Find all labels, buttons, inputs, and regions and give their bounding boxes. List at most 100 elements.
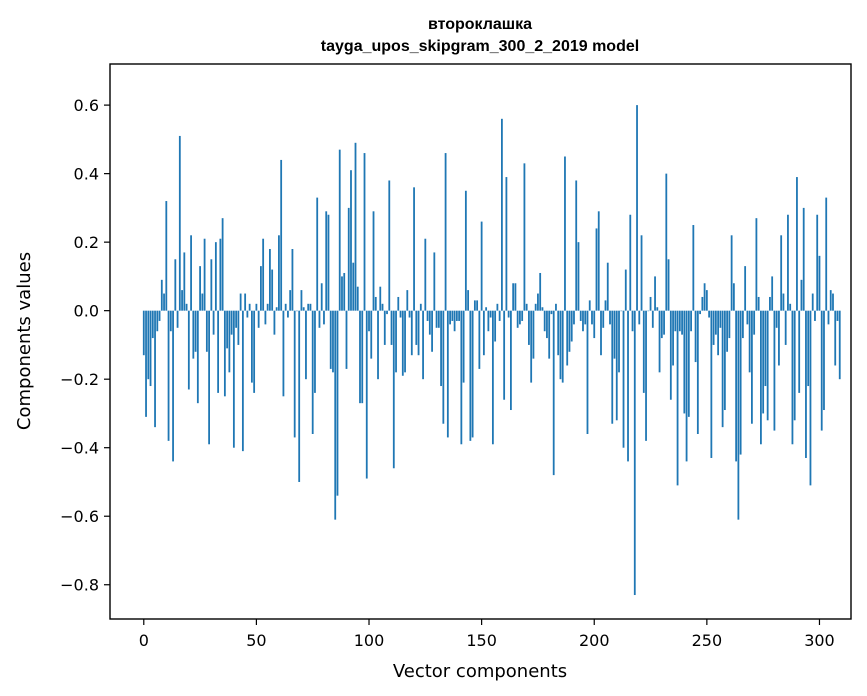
bar: [555, 303, 557, 311]
x-tick-label: 100: [354, 631, 385, 650]
bar: [757, 296, 760, 311]
bar: [350, 170, 352, 311]
bar: [314, 310, 316, 393]
bar: [744, 266, 747, 311]
y-tick-label: −0.6: [60, 507, 99, 526]
bar: [507, 310, 510, 318]
bar: [719, 310, 722, 328]
bar: [156, 310, 159, 332]
bar: [552, 310, 555, 476]
bar: [187, 310, 190, 390]
bar: [309, 303, 312, 311]
bar: [636, 105, 638, 311]
bar: [600, 310, 602, 356]
bar: [823, 310, 825, 411]
y-tick-label: −0.4: [60, 439, 99, 458]
bar: [370, 310, 373, 359]
bar: [692, 225, 695, 311]
bar: [363, 153, 366, 311]
bar: [356, 286, 359, 311]
bar: [550, 310, 553, 315]
bar: [775, 310, 778, 328]
bar: [764, 310, 767, 387]
bar: [773, 310, 776, 431]
bar: [388, 180, 391, 311]
bar: [289, 290, 292, 311]
bar: [676, 310, 679, 486]
bar: [584, 310, 587, 325]
bar: [701, 296, 704, 311]
bar: [665, 173, 668, 311]
bar: [471, 310, 474, 438]
bar: [663, 310, 665, 335]
bar: [379, 286, 382, 311]
bar: [408, 310, 411, 318]
bar: [460, 310, 463, 445]
bar: [748, 310, 751, 373]
bar: [530, 310, 533, 383]
bar: [762, 310, 765, 414]
bar: [397, 296, 400, 311]
bar: [343, 272, 346, 311]
bar: [300, 290, 303, 311]
bar: [374, 296, 377, 311]
bar: [178, 135, 181, 311]
bar: [302, 307, 305, 311]
bar: [827, 310, 830, 325]
bar: [811, 293, 814, 311]
bar: [201, 293, 204, 311]
bar: [642, 310, 645, 393]
bar: [250, 310, 253, 383]
bar: [730, 235, 733, 311]
bar: [525, 303, 528, 311]
bar: [165, 201, 168, 311]
bar: [273, 310, 276, 335]
bar: [638, 310, 641, 325]
bar: [149, 310, 152, 387]
bar: [640, 235, 643, 311]
bar: [647, 310, 650, 312]
bar: [482, 310, 485, 356]
bar: [154, 310, 156, 428]
x-tick-label: 250: [692, 631, 723, 650]
bar: [246, 310, 249, 318]
bar: [780, 235, 783, 311]
bar: [559, 310, 562, 380]
bar: [586, 310, 589, 434]
bar: [489, 310, 492, 318]
bar: [377, 310, 379, 380]
bar: [690, 310, 692, 332]
bar: [658, 310, 661, 373]
bar: [196, 310, 199, 404]
x-tick-label: 0: [139, 631, 149, 650]
bar: [476, 300, 479, 311]
bar: [336, 310, 339, 496]
bar: [577, 242, 580, 311]
bar: [219, 238, 222, 311]
x-tick-label: 200: [579, 631, 610, 650]
bar: [244, 293, 247, 311]
bar: [568, 310, 571, 352]
bar: [282, 310, 285, 397]
bar: [523, 163, 526, 311]
bar: [453, 310, 456, 332]
bar: [591, 310, 593, 325]
bar: [269, 249, 271, 311]
bar: [347, 207, 350, 311]
bar: [473, 300, 476, 311]
bar: [323, 310, 325, 325]
bar: [696, 310, 699, 434]
bar: [235, 310, 238, 328]
bar: [561, 310, 564, 383]
bar: [485, 307, 488, 311]
bar: [361, 310, 364, 404]
bar: [582, 310, 584, 332]
bar: [422, 310, 424, 380]
bar: [435, 310, 438, 328]
bar: [217, 310, 220, 393]
bar: [257, 310, 260, 328]
bar: [687, 310, 690, 417]
bar: [782, 293, 785, 311]
bar: [325, 211, 328, 311]
y-tick-label: −0.8: [60, 576, 99, 595]
